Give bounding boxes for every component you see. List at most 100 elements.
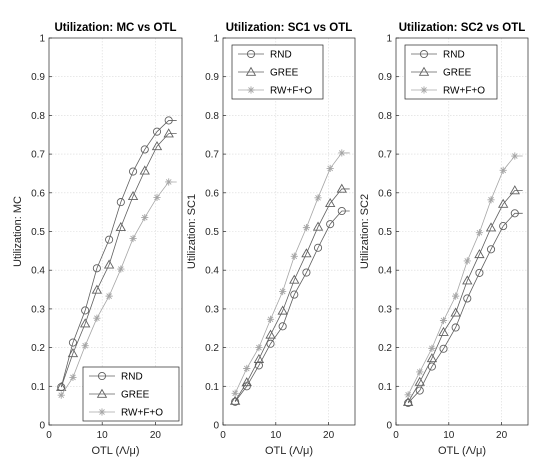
- x-tick-label: 0: [220, 430, 226, 441]
- data-point: [302, 268, 311, 277]
- data-point: [499, 222, 508, 231]
- legend-entry: RW+F+O: [443, 86, 485, 97]
- y-tick-label: 0.4: [378, 266, 392, 277]
- legend-entry: RND: [270, 50, 292, 61]
- data-point: [511, 152, 519, 160]
- data-point: [105, 292, 113, 300]
- data-point: [57, 391, 65, 399]
- y-tick-label: 0.2: [31, 343, 45, 354]
- x-tick-label: 0: [46, 430, 52, 441]
- data-point: [91, 284, 103, 294]
- chart-panel-1: 00.10.20.30.40.50.60.70.80.910 10 20Utiliz…: [12, 22, 183, 457]
- series-line: [60, 133, 177, 388]
- legend-marker: [98, 408, 106, 416]
- data-point: [141, 213, 149, 222]
- x-tick-label: 20: [496, 430, 508, 441]
- data-point: [81, 306, 90, 315]
- chart-title: Utilization: MC vs OTL: [54, 22, 176, 34]
- data-point: [336, 183, 347, 193]
- x-tick-label: 10: [97, 430, 109, 441]
- data-point: [290, 252, 298, 260]
- series-rw-f-o: [404, 152, 523, 399]
- legend-entry: RW+F+O: [121, 408, 163, 419]
- data-point: [414, 376, 425, 386]
- data-point: [290, 290, 299, 299]
- data-point: [165, 178, 173, 186]
- data-point: [428, 344, 436, 352]
- y-tick-label: 0.8: [378, 111, 392, 122]
- series-gree: [229, 183, 350, 405]
- legend-marker: [246, 49, 256, 59]
- data-point: [56, 381, 67, 391]
- data-point: [301, 248, 312, 258]
- y-tick-label: 0.1: [205, 382, 219, 393]
- series-line: [60, 120, 177, 388]
- data-point: [498, 198, 509, 208]
- y-tick-label: 0.9: [31, 72, 45, 83]
- data-point: [68, 338, 77, 347]
- data-point: [253, 353, 265, 363]
- y-tick-label: 0: [213, 421, 219, 432]
- data-point: [243, 364, 251, 373]
- y-tick-label: 0.4: [205, 266, 219, 277]
- x-axis-label: OTL (Λ/μ): [438, 445, 486, 457]
- series-line: [407, 190, 523, 403]
- series-line: [234, 210, 350, 403]
- data-point: [151, 141, 163, 151]
- legend-entry: GREE: [443, 68, 472, 79]
- legend-marker: [418, 66, 430, 76]
- data-point: [163, 128, 174, 138]
- data-point: [463, 257, 471, 265]
- data-point: [279, 287, 287, 296]
- data-point: [439, 344, 448, 353]
- data-point: [278, 322, 287, 331]
- data-point: [105, 235, 114, 244]
- legend-entry: GREE: [270, 68, 299, 79]
- y-tick-label: 0.5: [31, 227, 45, 238]
- data-point: [164, 116, 173, 125]
- data-point: [404, 398, 413, 407]
- y-tick-label: 0.4: [31, 266, 45, 277]
- data-point: [452, 292, 460, 300]
- data-point: [404, 391, 412, 399]
- y-tick-label: 0.5: [205, 227, 219, 238]
- y-tick-label: 0.2: [205, 343, 219, 354]
- data-point: [81, 342, 89, 350]
- series-line: [60, 181, 177, 396]
- data-point: [475, 229, 484, 237]
- data-point: [510, 209, 519, 218]
- legend-entry: RND: [443, 50, 465, 61]
- data-point: [313, 243, 323, 252]
- data-point: [153, 193, 161, 202]
- data-point: [266, 339, 275, 348]
- data-point: [117, 265, 125, 273]
- data-point: [152, 127, 162, 136]
- data-point: [139, 165, 150, 175]
- data-point: [485, 222, 497, 232]
- data-point: [338, 149, 346, 157]
- series-line: [407, 212, 523, 404]
- y-tick-label: 0.5: [378, 227, 392, 238]
- chart-title: Utilization: SC1 vs OTL: [226, 22, 353, 34]
- y-tick-label: 0.6: [205, 188, 219, 199]
- y-tick-label: 0.1: [31, 382, 45, 393]
- data-point: [93, 314, 101, 322]
- data-point: [289, 274, 300, 284]
- data-point: [116, 198, 125, 207]
- y-tick-label: 1: [386, 34, 392, 45]
- y-tick-label: 0.7: [31, 150, 45, 161]
- data-point: [402, 396, 414, 406]
- data-point: [463, 294, 472, 303]
- data-point: [426, 353, 438, 363]
- x-tick-label: 0: [393, 430, 399, 441]
- data-point: [450, 307, 461, 317]
- data-point: [312, 221, 324, 231]
- data-point: [326, 164, 334, 173]
- legend-marker: [97, 371, 107, 381]
- data-point: [277, 305, 288, 315]
- data-point: [140, 145, 149, 154]
- data-point: [462, 275, 473, 285]
- data-point: [499, 166, 507, 174]
- y-axis-label: Utilization: SC1: [186, 194, 198, 269]
